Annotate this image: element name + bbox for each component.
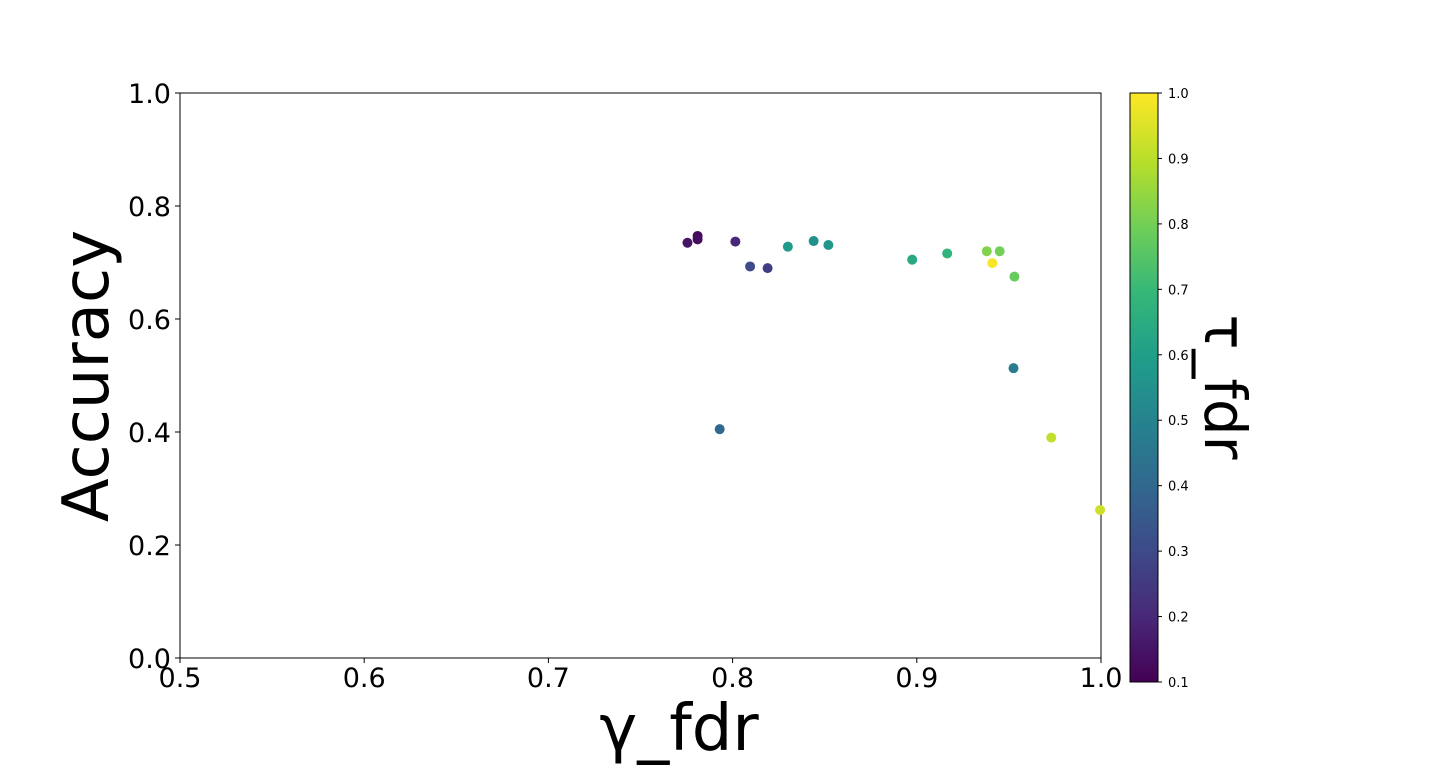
scatter-point [692, 234, 703, 245]
x-tick-label: 0.8 [711, 663, 754, 694]
y-tick-label: 0.2 [128, 531, 171, 562]
x-tick-label: 1.0 [1080, 663, 1123, 694]
colorbar-tick-label: 0.9 [1168, 152, 1189, 167]
colorbar-tick-label: 0.2 [1168, 611, 1189, 626]
scatter-point [730, 236, 741, 247]
y-tick-label: 0.8 [128, 192, 171, 223]
colorbar [1129, 92, 1159, 683]
x-tick-label: 0.6 [343, 663, 386, 694]
colorbar-tick-label: 0.6 [1168, 349, 1189, 364]
scatter-point [942, 248, 953, 259]
y-tick-label: 0.0 [128, 644, 171, 675]
y-tick-label: 0.4 [128, 418, 171, 449]
colorbar-tick-label: 0.3 [1168, 545, 1189, 560]
colorbar-ticks: 0.1 0.2 0.3 0.4 0.5 0.6 0.7 0.8 0.9 1.0 [1158, 87, 1189, 691]
scatter-point [981, 246, 992, 257]
colorbar-title: τ_fdr [1191, 315, 1259, 460]
scatter-point [682, 237, 693, 248]
scatter-point [994, 246, 1005, 257]
x-tick-label: 0.7 [527, 663, 570, 694]
y-axis-title: Accuracy [50, 230, 124, 522]
scatter-point [1046, 432, 1057, 443]
scatter-point [823, 239, 834, 250]
plot-area [179, 92, 1102, 659]
y-tick-label: 1.0 [128, 79, 171, 110]
colorbar-tick-label: 0.7 [1168, 283, 1189, 298]
x-tick-label: 0.5 [159, 663, 202, 694]
x-axis-ticks: 0.5 0.6 0.7 0.8 0.9 1.0 [159, 658, 1123, 694]
scatter-point [1009, 271, 1020, 282]
scatter-point [987, 258, 998, 269]
scatter-point [1095, 504, 1106, 515]
x-axis-title: γ_fdr [599, 692, 759, 766]
colorbar-tick-label: 0.5 [1168, 414, 1189, 429]
colorbar-tick-label: 0.1 [1168, 676, 1189, 691]
colorbar-tick-label: 0.4 [1168, 480, 1189, 495]
scatter-points [682, 230, 1106, 515]
scatter-point [745, 261, 756, 272]
scatter-point [762, 263, 773, 274]
scatter-point [907, 254, 918, 265]
y-axis-ticks: 0.0 0.2 0.4 0.6 0.8 1.0 [128, 79, 180, 675]
scatter-point [782, 241, 793, 252]
scatter-point [1008, 363, 1019, 374]
colorbar-tick-label: 1.0 [1168, 87, 1189, 102]
scatter-point [714, 424, 725, 435]
scatter-point [808, 236, 819, 247]
colorbar-tick-label: 0.8 [1168, 218, 1189, 233]
y-tick-label: 0.6 [128, 305, 171, 336]
x-tick-label: 0.9 [895, 663, 938, 694]
